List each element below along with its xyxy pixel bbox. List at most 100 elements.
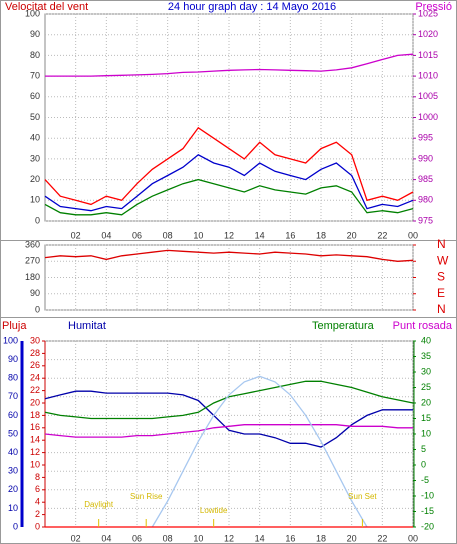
y-tick-label: 10	[30, 195, 40, 205]
y2-tick-label: -20	[421, 521, 434, 531]
y3-tick-label: 10	[30, 459, 40, 469]
y2-tick-label: 30	[421, 366, 431, 376]
y3-tick-label: 2	[35, 509, 40, 519]
y2-tick-label: 985	[418, 174, 433, 184]
annotation: Lowtide	[200, 506, 228, 515]
y2-tick-label: 975	[418, 215, 433, 225]
y-tick-label: 30	[30, 153, 40, 163]
y3-tick-label: 6	[35, 484, 40, 494]
y2-tick-label: 25	[421, 382, 431, 392]
y2-tick-label: 15	[421, 413, 431, 423]
x-tick-label: 22	[377, 533, 387, 543]
x-tick-label: 18	[316, 230, 326, 240]
y-tick-label: 80	[8, 373, 18, 383]
series-line	[44, 390, 413, 448]
y2-tick-label: N	[437, 302, 446, 316]
y2-tick-label: 1005	[418, 91, 438, 101]
y-tick-label: 70	[30, 70, 40, 80]
y3-tick-label: 12	[30, 447, 40, 457]
x-tick-label: 02	[71, 533, 81, 543]
y-tick-label: 100	[3, 335, 18, 345]
y2-tick-label: 990	[418, 153, 433, 163]
series-line	[44, 249, 414, 262]
x-tick-label: 02	[71, 230, 81, 240]
y-tick-label: 90	[30, 29, 40, 39]
y-tick-label: 30	[8, 466, 18, 476]
x-tick-label: 04	[101, 230, 111, 240]
y2-tick-label: N	[437, 237, 446, 251]
y2-tick-label: 1015	[418, 50, 438, 60]
wind-axis-title: Velocitat del vent	[5, 1, 88, 13]
series-line	[44, 126, 414, 206]
x-tick-label: 12	[224, 533, 234, 543]
x-tick-label: 20	[347, 533, 357, 543]
y2-tick-label: 1000	[418, 112, 438, 122]
annotation: Sun Set	[348, 492, 377, 501]
y2-tick-label: 10	[421, 428, 431, 438]
y-tick-label: 20	[30, 174, 40, 184]
y3-tick-label: 30	[30, 335, 40, 345]
x-tick-label: 10	[193, 230, 203, 240]
series-line	[45, 53, 414, 77]
series-line	[44, 178, 414, 216]
y2-tick-label: 40	[421, 335, 431, 345]
y-tick-label: 180	[25, 272, 40, 282]
x-tick-label: 14	[255, 533, 265, 543]
x-tick-label: 10	[193, 533, 203, 543]
y2-tick-label: 20	[421, 397, 431, 407]
annotation: Daylight	[84, 500, 114, 509]
series-line	[44, 154, 414, 212]
y-tick-label: 20	[8, 484, 18, 494]
y-tick-label: 0	[35, 304, 40, 314]
y2-tick-label: 1010	[418, 70, 438, 80]
rain-axis-title: Pluja	[2, 320, 27, 332]
y3-tick-label: 16	[30, 422, 40, 432]
legend-entry: Punt rosada	[393, 320, 453, 332]
x-tick-label: 22	[377, 230, 387, 240]
y3-tick-label: 26	[30, 360, 40, 370]
temperature-axis-title: Temperatura	[312, 320, 375, 332]
y-tick-label: 90	[30, 288, 40, 298]
x-tick-label: 04	[101, 533, 111, 543]
annotation: Sun Rise	[130, 492, 163, 501]
y2-tick-label: 980	[418, 195, 433, 205]
y-tick-label: 40	[8, 447, 18, 457]
y3-tick-label: 22	[30, 385, 40, 395]
y2-tick-label: 0	[421, 459, 426, 469]
x-tick-label: 08	[163, 230, 173, 240]
x-tick-label: 00	[408, 230, 418, 240]
x-tick-label: 16	[285, 533, 295, 543]
x-tick-label: 12	[224, 230, 234, 240]
y3-tick-label: 4	[35, 497, 40, 507]
y-tick-label: 0	[35, 215, 40, 225]
y2-tick-label: -10	[421, 490, 434, 500]
y-tick-label: 360	[25, 239, 40, 249]
y3-tick-label: 24	[30, 373, 40, 383]
y-tick-label: 60	[8, 410, 18, 420]
y2-tick-label: W	[437, 253, 449, 267]
x-tick-label: 06	[132, 533, 142, 543]
y2-tick-label: 1020	[418, 29, 438, 39]
y-tick-label: 50	[8, 428, 18, 438]
x-tick-label: 06	[132, 230, 142, 240]
y-tick-label: 90	[8, 354, 18, 364]
series-line	[44, 380, 414, 420]
y3-tick-label: 14	[30, 435, 40, 445]
y-tick-label: 100	[25, 8, 40, 18]
y2-tick-label: E	[437, 286, 445, 300]
y2-tick-label: 35	[421, 351, 431, 361]
y2-tick-label: S	[437, 270, 445, 284]
y2-tick-label: -15	[421, 506, 434, 516]
y3-tick-label: 20	[30, 397, 40, 407]
y3-tick-label: 18	[30, 410, 40, 420]
y-tick-label: 50	[30, 112, 40, 122]
y-tick-label: 70	[8, 391, 18, 401]
series-line	[44, 424, 413, 438]
y-tick-label: 80	[30, 50, 40, 60]
y2-tick-label: -5	[421, 475, 429, 485]
y-tick-label: 40	[30, 133, 40, 143]
y-tick-label: 270	[25, 256, 40, 266]
x-tick-label: 00	[408, 533, 418, 543]
y-tick-label: 60	[30, 91, 40, 101]
